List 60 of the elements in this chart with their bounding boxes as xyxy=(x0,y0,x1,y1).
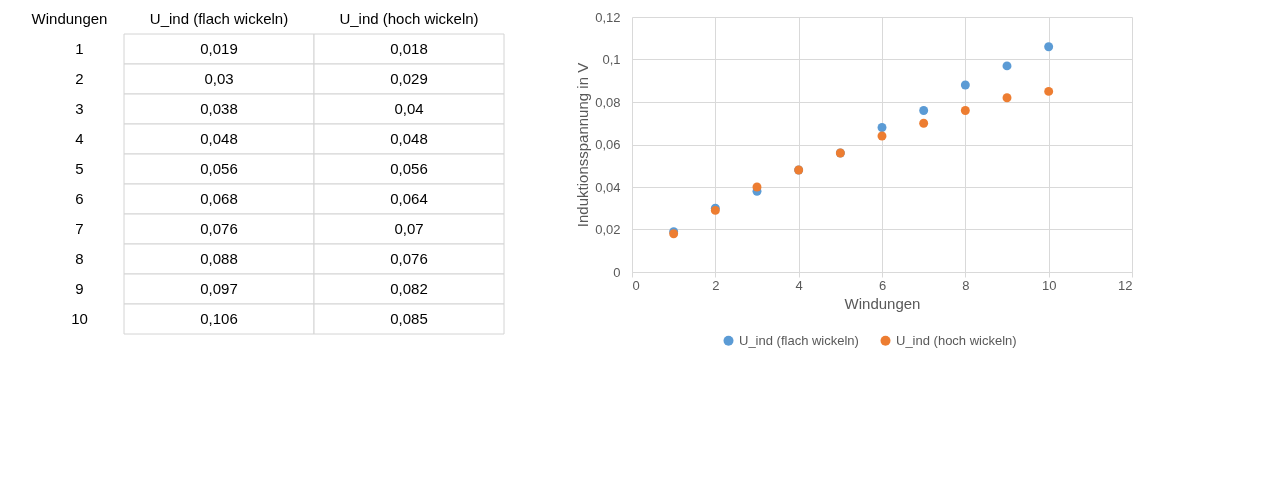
y-tick-label: 4 xyxy=(75,130,84,147)
data-label: 0,076 xyxy=(390,250,428,267)
x-tick-label: 12 xyxy=(1118,277,1133,293)
point xyxy=(1002,61,1012,71)
point xyxy=(919,106,929,115)
point xyxy=(960,80,970,90)
x-tick-label: 2 xyxy=(712,277,720,293)
x-tick-label: 10 xyxy=(1041,277,1057,293)
y-tick-label: 10 xyxy=(71,310,88,327)
data-label: 0,088 xyxy=(200,250,238,267)
data-label: 0,056 xyxy=(390,160,428,177)
data-label: 0,07 xyxy=(394,220,424,237)
x-axis-title: Windungen xyxy=(844,294,921,312)
data-label: 0,076 xyxy=(200,220,238,237)
data-label: 0,04 xyxy=(394,100,424,117)
legend-label: U_ind (flach wickeln) xyxy=(739,332,859,348)
x-tick-label: 8 xyxy=(962,277,970,293)
y-tick-label: 0,06 xyxy=(595,137,621,152)
point xyxy=(960,106,970,115)
y-tick-label: 1 xyxy=(75,40,84,57)
x-tick-label: 0 xyxy=(632,277,640,293)
point xyxy=(919,118,929,128)
x-tick-label: 6 xyxy=(878,277,887,293)
point xyxy=(877,123,887,132)
y-tick-label: 5 xyxy=(75,160,84,177)
data-label: 0,097 xyxy=(200,280,238,297)
data-label: 0,085 xyxy=(390,310,428,327)
y-tick-label: 0,08 xyxy=(595,94,621,110)
data-label: 0,068 xyxy=(200,190,238,207)
y-axis-title: Windungen xyxy=(31,9,108,27)
data-label: 0,064 xyxy=(390,190,428,207)
point xyxy=(1044,42,1054,52)
point xyxy=(752,182,762,192)
data-label: 0,038 xyxy=(200,100,238,117)
data-label: 0,03 xyxy=(204,70,234,87)
y-tick-label: 7 xyxy=(75,220,84,237)
y-tick-label: 2 xyxy=(75,70,84,87)
y-tick-label: 0,02 xyxy=(595,222,621,237)
legend-label: U_ind (hoch wickeln) xyxy=(896,332,1017,348)
data-label: 0,048 xyxy=(390,130,428,147)
point xyxy=(877,131,887,141)
y-tick-label: 0 xyxy=(613,264,621,280)
y-tick-label: 0,12 xyxy=(595,9,621,25)
data-label: 0,082 xyxy=(390,280,428,297)
data-label: 0,056 xyxy=(200,160,238,177)
data-label: 0,048 xyxy=(200,130,238,147)
y-tick-label: 9 xyxy=(75,280,84,297)
y-tick-label: 8 xyxy=(75,250,84,267)
y-tick-label: 6 xyxy=(75,190,84,207)
data-label: 0,029 xyxy=(390,70,428,87)
y-tick-label: 3 xyxy=(75,100,84,117)
point xyxy=(1002,93,1012,103)
data-label: 0,018 xyxy=(390,40,428,57)
y-tick-label: 0,04 xyxy=(595,179,621,195)
data-label: 0,019 xyxy=(200,40,238,57)
y-tick-label: 0,1 xyxy=(602,52,621,67)
data-label: 0,106 xyxy=(200,310,238,327)
y-axis-title: Induktionsspannung in V xyxy=(574,62,592,228)
point xyxy=(1044,86,1054,96)
x-tick-label: 4 xyxy=(795,277,803,293)
